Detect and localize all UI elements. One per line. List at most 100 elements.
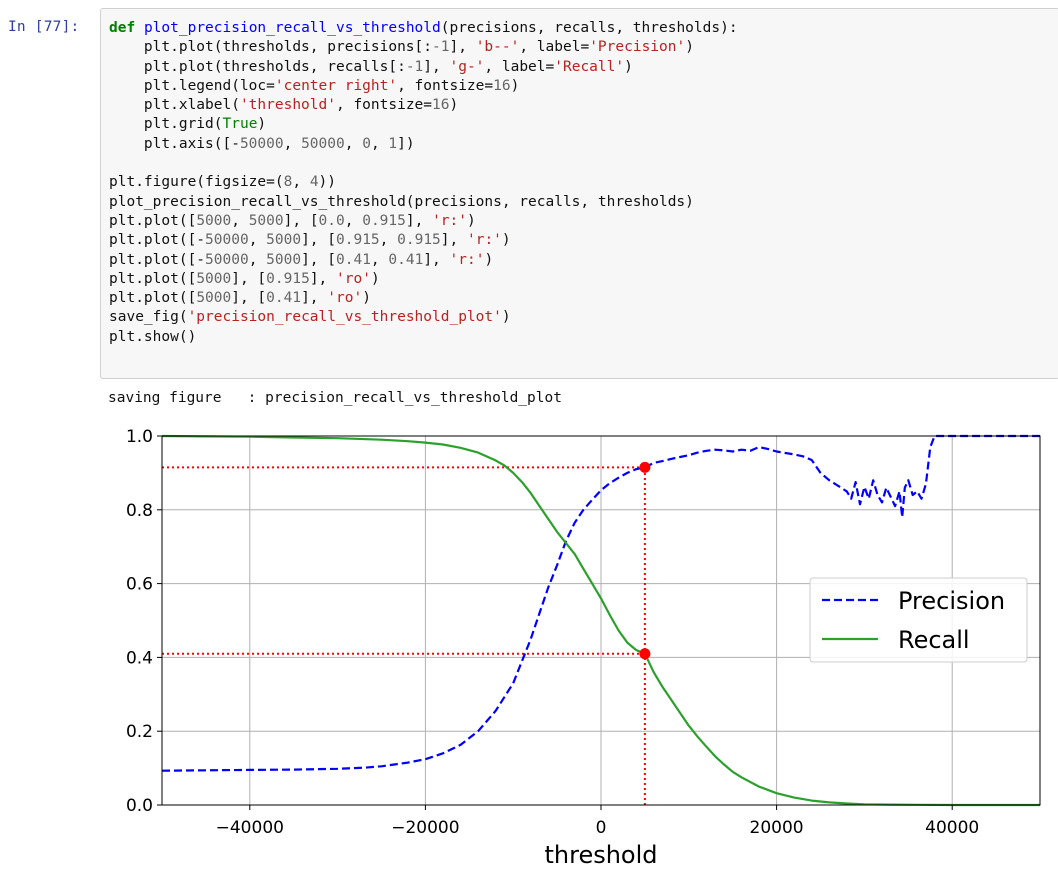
code-token: 'r:' (466, 232, 502, 249)
code-line: def plot_precision_recall_vs_threshold(p… (109, 20, 738, 36)
code-token: 0.41 (336, 251, 371, 268)
code-token: 5000 (196, 270, 232, 287)
code-line: plot_precision_recall_vs_threshold(preci… (109, 194, 694, 210)
code-token: 'ro' (336, 270, 371, 287)
code-token: True (222, 116, 258, 133)
code-token: 16 (432, 97, 450, 114)
code-text[interactable]: def plot_precision_recall_vs_threshold(p… (109, 19, 738, 347)
code-token: 0.915 (362, 212, 406, 229)
code-cell-editor[interactable]: def plot_precision_recall_vs_threshold(p… (100, 8, 1058, 379)
code-token: 'center right' (274, 77, 398, 94)
code-token (135, 20, 144, 36)
code-token: , (344, 212, 363, 229)
code-token: ], (423, 251, 450, 268)
code-token: plt.plot([- (109, 251, 206, 268)
x-tick-label: −20000 (391, 818, 459, 838)
code-token: plt.plot(thresholds, recalls[: (109, 58, 406, 75)
code-token: ], (423, 58, 450, 75)
code-token: , (248, 251, 267, 268)
code-token: 'Precision' (589, 39, 686, 56)
code-token: ) (467, 212, 476, 229)
code-line: plt.figure(figsize=(8, 4)) (109, 174, 336, 190)
code-token: -1 (405, 58, 424, 75)
code-token: ], (301, 290, 328, 307)
y-tick-label: 0.2 (126, 722, 153, 742)
code-token: 'r:' (449, 251, 485, 268)
cell-output-text: saving figure : precision_recall_vs_thre… (108, 390, 562, 406)
code-token: 0.915 (397, 232, 441, 249)
code-token: plt.xlabel( (109, 97, 240, 114)
code-token: , label= (484, 58, 555, 75)
code-token: ) (685, 39, 694, 56)
code-token: 16 (493, 77, 511, 94)
code-token: 'Recall' (554, 58, 625, 75)
code-token: 4 (309, 174, 319, 191)
code-token: ) (501, 309, 511, 326)
code-token: ) (257, 116, 267, 133)
code-token: , (283, 135, 302, 152)
code-token: , (370, 135, 389, 152)
code-token: )) (318, 174, 337, 191)
x-tick-label: 20000 (750, 818, 804, 838)
y-tick-label: 0.4 (126, 648, 153, 668)
code-token: -1 (432, 39, 450, 56)
code-token: ], (405, 212, 433, 229)
code-token: plt.axis([- (109, 135, 240, 152)
y-tick-label: 1.0 (126, 427, 153, 447)
cell-prompt: In [77]: (8, 19, 80, 35)
code-token: , (292, 174, 310, 191)
code-token: 0.41 (388, 251, 424, 268)
code-token: 0.915 (266, 270, 310, 287)
code-line: plt.plot(thresholds, precisions[:-1], 'b… (109, 39, 694, 55)
code-token: ) (362, 290, 371, 307)
code-token: plt.legend(loc= (109, 77, 275, 94)
series-line-recall (161, 434, 1040, 807)
code-token: 'ro' (327, 290, 363, 307)
code-token: 50000 (205, 232, 249, 249)
x-axis-label: threshold (544, 841, 657, 869)
code-token: plot_precision_recall_vs_threshold(preci… (109, 193, 694, 210)
marker-point (639, 461, 651, 473)
code-token: , fontsize= (335, 97, 433, 114)
code-token: plt.show() (109, 328, 197, 345)
y-tick-label: 0.8 (126, 501, 153, 521)
code-token: 'precision_recall_vs_threshold_plot' (187, 309, 502, 326)
code-token: , (248, 232, 267, 249)
marker-point (639, 648, 651, 660)
code-token: ], [ (231, 290, 267, 307)
code-line: save_fig('precision_recall_vs_threshold_… (109, 309, 511, 325)
x-tick-label: −40000 (216, 818, 284, 838)
code-line: plt.plot([-50000, 5000], [0.41, 0.41], '… (109, 252, 493, 268)
code-token: plt.plot([ (109, 270, 197, 287)
axis-ticks: −40000 −20000 0 20000 40000 0.0 0.2 0.4 0.6 0.8 1.… (126, 427, 979, 838)
code-token: ) (510, 77, 520, 94)
code-line: plt.xlabel('threshold', fontsize=16) (109, 97, 458, 113)
code-token: plot_precision_recall_vs_threshold (143, 20, 441, 36)
code-token: ) (624, 58, 633, 75)
code-token: 5000 (196, 212, 232, 229)
code-token: save_fig( (109, 309, 188, 326)
code-token: ]) (397, 135, 415, 152)
code-token: 0 (362, 135, 371, 152)
code-token: 0.0 (318, 212, 345, 229)
code-token: 'threshold' (239, 97, 336, 114)
code-token: plt.plot([ (109, 290, 197, 307)
legend: Precision Recall (809, 577, 1028, 663)
code-token: 5000 (266, 232, 302, 249)
code-line: plt.plot([-50000, 5000], [0.915, 0.915],… (109, 232, 511, 248)
code-token: , (370, 251, 389, 268)
code-token: 0.915 (336, 232, 380, 249)
code-token: 5000 (196, 290, 232, 307)
precision-recall-chart: −40000 −20000 0 20000 40000 0.0 0.2 0.4 0.6 0.8 1.… (126, 427, 1041, 869)
code-token: , label= (519, 39, 590, 56)
code-token: plt.figure(figsize=( (109, 174, 284, 191)
code-line: plt.show() (109, 329, 196, 345)
code-token: 8 (283, 174, 293, 191)
code-token: 'r:' (432, 212, 467, 229)
code-token: plt.grid( (109, 116, 223, 133)
series-lines (161, 434, 1040, 807)
code-token: , (379, 232, 398, 249)
code-token: 50000 (239, 135, 284, 152)
code-line: plt.plot([5000], [0.41], 'ro') (109, 290, 371, 306)
y-tick-label: 0.6 (126, 575, 153, 595)
